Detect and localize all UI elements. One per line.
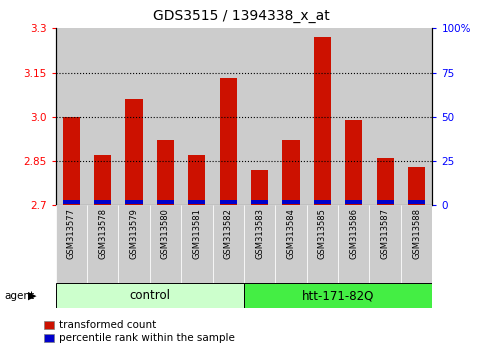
Text: GSM313583: GSM313583 bbox=[255, 208, 264, 259]
FancyBboxPatch shape bbox=[244, 283, 432, 308]
Bar bbox=[150, 28, 181, 205]
Text: ▶: ▶ bbox=[28, 291, 37, 301]
Bar bbox=[283, 200, 299, 204]
Bar bbox=[251, 200, 268, 204]
Bar bbox=[338, 28, 369, 205]
Bar bbox=[283, 141, 299, 205]
Bar bbox=[345, 120, 362, 205]
Bar bbox=[251, 170, 268, 205]
Text: GSM313581: GSM313581 bbox=[192, 208, 201, 258]
FancyBboxPatch shape bbox=[56, 205, 87, 283]
Bar bbox=[408, 167, 425, 205]
Bar bbox=[401, 28, 432, 205]
Text: GDS3515 / 1394338_x_at: GDS3515 / 1394338_x_at bbox=[153, 9, 330, 23]
FancyBboxPatch shape bbox=[369, 205, 401, 283]
Bar bbox=[188, 155, 205, 205]
Bar bbox=[314, 37, 331, 205]
Text: GSM313587: GSM313587 bbox=[381, 208, 390, 259]
FancyBboxPatch shape bbox=[118, 205, 150, 283]
Bar bbox=[157, 200, 174, 204]
FancyBboxPatch shape bbox=[56, 283, 244, 308]
FancyBboxPatch shape bbox=[401, 205, 432, 283]
Bar bbox=[56, 28, 87, 205]
Text: GSM313582: GSM313582 bbox=[224, 208, 233, 258]
Text: GSM313578: GSM313578 bbox=[98, 208, 107, 259]
Bar bbox=[244, 28, 275, 205]
Text: htt-171-82Q: htt-171-82Q bbox=[302, 289, 374, 302]
Bar bbox=[213, 28, 244, 205]
Text: agent: agent bbox=[5, 291, 35, 301]
Text: GSM313588: GSM313588 bbox=[412, 208, 421, 259]
FancyBboxPatch shape bbox=[307, 205, 338, 283]
FancyBboxPatch shape bbox=[150, 205, 181, 283]
Bar bbox=[118, 28, 150, 205]
Bar bbox=[220, 79, 237, 205]
Bar bbox=[314, 200, 331, 204]
Bar bbox=[408, 200, 425, 204]
Bar bbox=[220, 200, 237, 204]
Bar bbox=[63, 200, 80, 204]
Text: GSM313586: GSM313586 bbox=[349, 208, 358, 259]
Text: GSM313577: GSM313577 bbox=[67, 208, 76, 259]
FancyBboxPatch shape bbox=[338, 205, 369, 283]
FancyBboxPatch shape bbox=[244, 205, 275, 283]
Bar bbox=[307, 28, 338, 205]
Legend: transformed count, percentile rank within the sample: transformed count, percentile rank withi… bbox=[44, 320, 235, 343]
Bar bbox=[181, 28, 213, 205]
Text: control: control bbox=[129, 289, 170, 302]
FancyBboxPatch shape bbox=[275, 205, 307, 283]
Bar bbox=[369, 28, 401, 205]
Bar bbox=[94, 200, 111, 204]
Bar bbox=[94, 155, 111, 205]
Text: GSM313585: GSM313585 bbox=[318, 208, 327, 258]
Bar bbox=[377, 200, 394, 204]
FancyBboxPatch shape bbox=[181, 205, 213, 283]
Bar bbox=[126, 99, 142, 205]
Bar bbox=[87, 28, 118, 205]
Bar bbox=[275, 28, 307, 205]
FancyBboxPatch shape bbox=[87, 205, 118, 283]
Bar bbox=[157, 141, 174, 205]
Bar bbox=[63, 117, 80, 205]
Bar bbox=[345, 200, 362, 204]
Bar bbox=[188, 200, 205, 204]
Text: GSM313580: GSM313580 bbox=[161, 208, 170, 258]
FancyBboxPatch shape bbox=[213, 205, 244, 283]
Text: GSM313584: GSM313584 bbox=[286, 208, 296, 258]
Text: GSM313579: GSM313579 bbox=[129, 208, 139, 258]
Bar bbox=[126, 200, 142, 204]
Bar bbox=[377, 158, 394, 205]
